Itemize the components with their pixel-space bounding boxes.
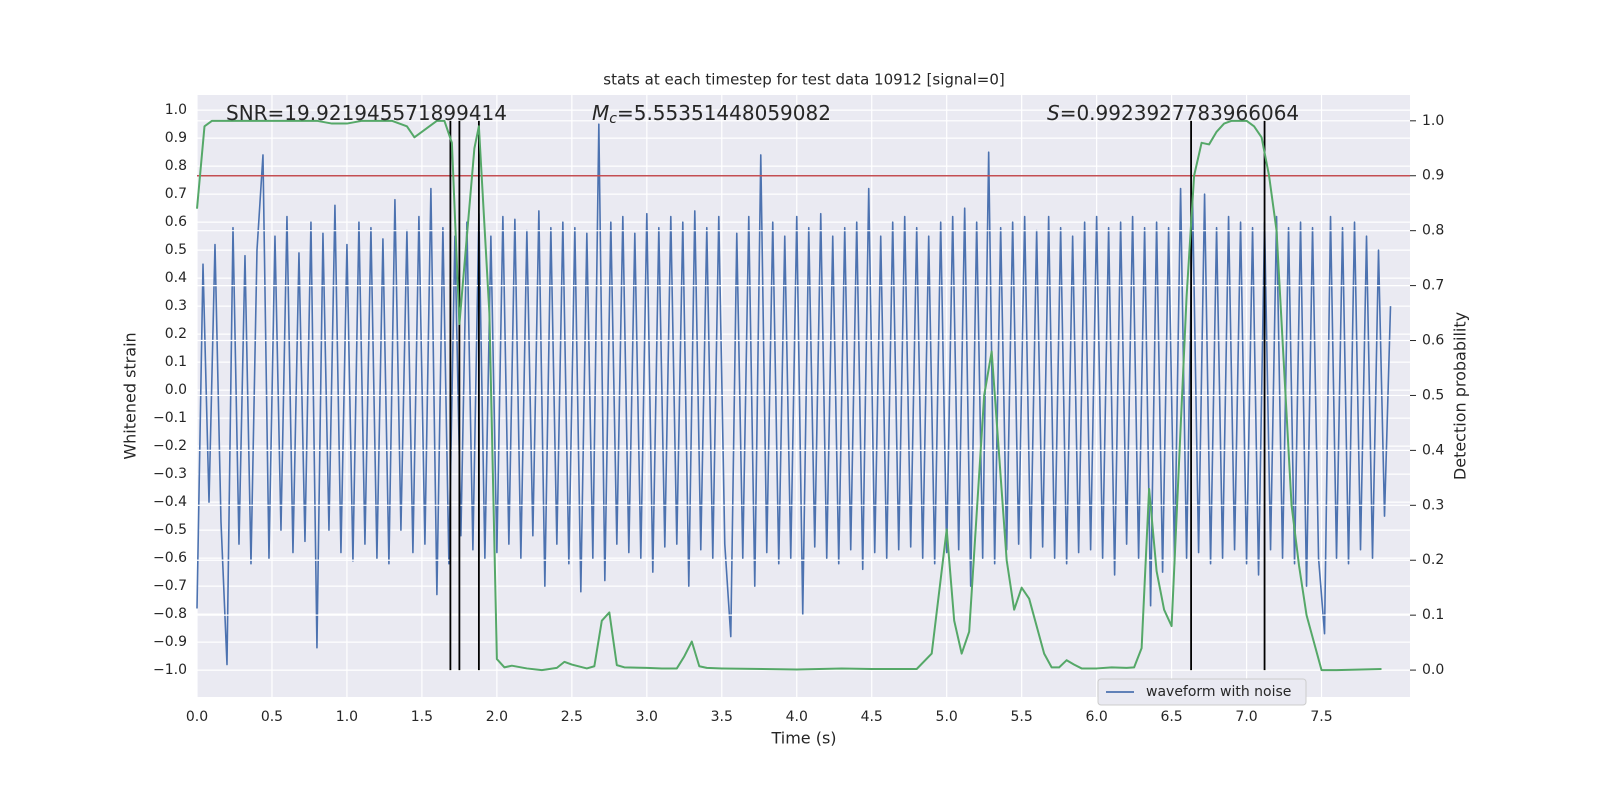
y2-tick-label: 0.4 [1422,442,1444,458]
y-tick-label: −0.5 [153,522,187,538]
y2-tick-label: 1.0 [1422,113,1444,129]
x-tick-label: 1.0 [336,709,358,725]
y2-tick-label: 0.6 [1422,333,1444,349]
y2-tick-label: 0.1 [1422,607,1444,623]
y-tick-label: −0.4 [153,494,187,510]
y-tick-label: 0.1 [165,354,187,370]
y-axis-label: Whitened strain [121,332,140,459]
y2-tick-label: 0.8 [1422,223,1444,239]
legend: waveform with noise [1097,678,1307,706]
x-tick-label: 4.5 [861,709,883,725]
y-tick-label: −0.7 [153,578,187,594]
annotation-symbol: M [592,101,609,125]
annotation: S=0.9923927783966064 [1047,101,1299,125]
x-tick-label: 3.5 [711,709,733,725]
y-tick-label: −0.6 [153,550,187,566]
y-tick-label: −0.2 [153,438,187,454]
x-tick-label: 1.5 [411,709,433,725]
y-tick-label: 0.4 [165,270,187,286]
annotation: Mc=5.55351448059082 [592,101,831,128]
y2-tick-label: 0.5 [1422,387,1444,403]
x-tick-label: 0.5 [261,709,283,725]
y2-axis-label: Detection probability [1451,312,1470,480]
y-tick-label: 0.5 [165,242,187,258]
y-tick-label: 0.8 [165,158,187,174]
x-tick-label: 4.0 [786,709,808,725]
y2-tick-label: 0.7 [1422,278,1444,294]
x-tick-label: 3.0 [636,709,658,725]
x-tick-label: 7.5 [1310,709,1332,725]
annotation-subscript: c [609,111,617,127]
y-tick-label: 0.2 [165,326,187,342]
probability-line [196,119,1382,672]
x-tick-label: 5.5 [1011,709,1033,725]
y-tick-label: 0.6 [165,214,187,230]
legend-label: waveform with noise [1146,684,1291,700]
annotation-symbol: S [1047,101,1060,125]
y2-tick-label: 0.0 [1422,662,1444,678]
y-tick-label: −0.8 [153,606,187,622]
y-tick-label: −0.1 [153,410,187,426]
y-tick-label: −0.3 [153,466,187,482]
x-tick-label: 5.0 [936,709,958,725]
y-tick-label: 0.9 [165,130,187,146]
x-tick-label: 2.0 [486,709,508,725]
annotation-text: =5.55351448059082 [617,101,831,125]
y-tick-label: 0.3 [165,298,187,314]
y-tick-label: 0.0 [165,382,187,398]
y2-tick-label: 0.2 [1422,552,1444,568]
y-tick-label: 1.0 [165,102,187,118]
y2-tick-label: 0.3 [1422,497,1444,513]
annotation: SNR=19.921945571899414 [226,101,507,125]
y2-tick-label: 0.9 [1422,168,1444,184]
legend-box [1097,678,1307,706]
x-tick-label: 7.0 [1235,709,1257,725]
x-axis-label: Time (s) [770,729,836,748]
x-tick-label: 6.5 [1160,709,1182,725]
x-tick-label: 0.0 [186,709,208,725]
annotation-text: SNR=19.921945571899414 [226,101,507,125]
y-tick-label: −1.0 [153,662,187,678]
x-tick-label: 2.5 [561,709,583,725]
x-tick-label: 6.0 [1085,709,1107,725]
y-tick-label: 0.7 [165,186,187,202]
chart-title: stats at each timestep for test data 109… [603,71,1004,89]
y-tick-label: −0.9 [153,634,187,650]
annotation-text: =0.9923927783966064 [1060,101,1299,125]
